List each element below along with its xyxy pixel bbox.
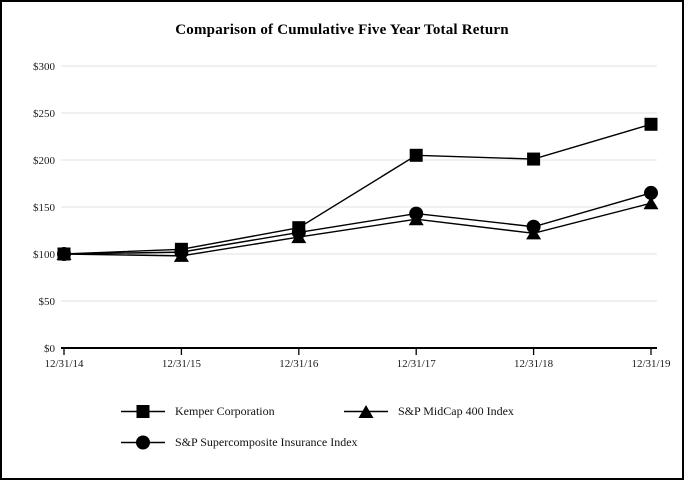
- x-tick-label: 12/31/18: [514, 358, 554, 370]
- y-tick-label: $0: [44, 343, 56, 355]
- series-marker-kemper-corporation: [527, 152, 541, 166]
- series-marker-kemper-corporation: [292, 221, 306, 235]
- series-line-kemper-corporation: [63, 123, 652, 255]
- series-marker-s-p-midcap-400-index: [643, 196, 659, 210]
- x-tick-label: 12/31/16: [279, 358, 319, 370]
- chart-title: Comparison of Cumulative Five Year Total…: [175, 22, 509, 38]
- legend-label-midcap: S&P MidCap 400 Index: [398, 404, 514, 418]
- x-tick-label: 12/31/19: [631, 358, 671, 370]
- series-marker-s-p-midcap-400-index: [526, 226, 542, 240]
- y-tick-label: $50: [39, 296, 56, 308]
- y-tick-label: $150: [33, 202, 56, 214]
- legend-label-insurance: S&P Supercomposite Insurance Index: [175, 435, 358, 449]
- legend-item-midcap: S&P MidCap 400 Index: [343, 403, 514, 420]
- legend-label-kemper: Kemper Corporation: [175, 404, 275, 418]
- series-marker-s-p-supercomposite-insurance-index: [644, 185, 658, 200]
- series-line-s-p-midcap-400-index: [63, 202, 652, 257]
- y-tick-label: $250: [33, 108, 56, 120]
- series-marker-kemper-corporation: [174, 242, 188, 256]
- y-tick-label: $200: [33, 155, 56, 167]
- x-tick-label: 12/31/14: [44, 358, 84, 370]
- series-marker-s-p-midcap-400-index: [408, 212, 424, 226]
- legend-item-kemper: Kemper Corporation: [120, 403, 275, 420]
- y-tick-label: $300: [33, 61, 56, 73]
- series-marker-kemper-corporation: [409, 148, 423, 162]
- series-line-s-p-supercomposite-insurance-index: [63, 192, 652, 255]
- legend-circle-marker-icon: [121, 435, 165, 450]
- series-marker-s-p-midcap-400-index: [291, 230, 307, 244]
- legend-triangle-marker-icon: [344, 405, 388, 418]
- legend-item-insurance: S&P Supercomposite Insurance Index: [120, 434, 358, 451]
- legend-square-marker-icon: [121, 405, 165, 418]
- series-marker-kemper-corporation: [644, 117, 658, 131]
- series-marker-kemper-corporation: [57, 247, 71, 261]
- series-marker-s-p-supercomposite-insurance-index: [526, 219, 541, 234]
- x-tick-label: 12/31/15: [162, 358, 202, 370]
- x-tick-label: 12/31/17: [397, 358, 437, 370]
- y-tick-label: $100: [33, 249, 56, 261]
